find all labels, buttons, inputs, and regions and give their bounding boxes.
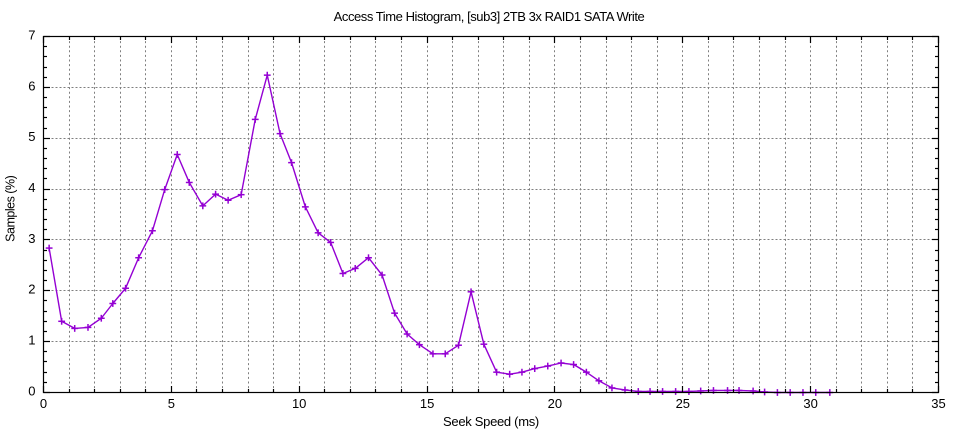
svg-text:Samples (%): Samples (%)	[4, 175, 18, 241]
svg-text:Access Time Histogram, [sub3]: Access Time Histogram, [sub3] 2TB 3x RAI…	[334, 9, 645, 24]
svg-text:15: 15	[420, 396, 434, 411]
svg-text:25: 25	[676, 396, 690, 411]
svg-text:30: 30	[803, 396, 817, 411]
svg-text:10: 10	[292, 396, 306, 411]
svg-text:0: 0	[40, 396, 47, 411]
svg-text:6: 6	[28, 78, 35, 93]
svg-text:3: 3	[28, 231, 35, 246]
svg-text:5: 5	[28, 129, 35, 144]
svg-text:5: 5	[168, 396, 175, 411]
svg-text:2: 2	[28, 282, 35, 297]
svg-text:4: 4	[28, 180, 35, 195]
svg-text:0: 0	[28, 383, 35, 398]
svg-text:7: 7	[28, 27, 35, 42]
svg-text:20: 20	[548, 396, 562, 411]
svg-text:Seek Speed (ms): Seek Speed (ms)	[443, 414, 539, 429]
svg-text:1: 1	[28, 333, 35, 348]
svg-text:35: 35	[931, 396, 945, 411]
